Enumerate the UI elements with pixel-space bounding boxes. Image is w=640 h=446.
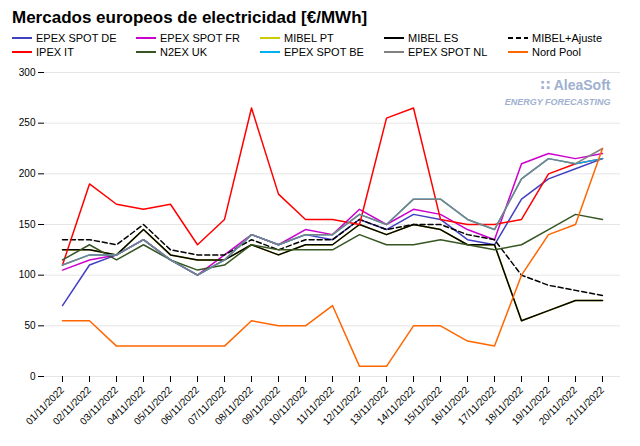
svg-text:11/11/2022: 11/11/2022	[294, 384, 337, 427]
html-text:Mercados europeos de electrici: Mercados europeos de electricidad [€/MWh…	[12, 8, 368, 27]
svg-text:04/11/2022: 04/11/2022	[104, 384, 148, 427]
svg-text:250: 250	[19, 117, 36, 128]
svg-text:150: 150	[19, 219, 36, 230]
html-text:MIBEL+Ajuste: MIBEL+Ajuste	[532, 32, 602, 44]
html-text:EPEX SPOT FR: EPEX SPOT FR	[160, 32, 240, 44]
svg-text:02/11/2022: 02/11/2022	[50, 384, 94, 427]
svg-text:07/11/2022: 07/11/2022	[185, 384, 229, 427]
html-text:MIBEL ES: MIBEL ES	[408, 32, 459, 44]
svg-text:50: 50	[24, 320, 36, 331]
svg-text:17/11/2022: 17/11/2022	[455, 384, 499, 427]
svg-text:15/11/2022: 15/11/2022	[401, 384, 445, 427]
svg-text:21/11/2022: 21/11/2022	[564, 384, 607, 427]
svg-text:10/11/2022: 10/11/2022	[266, 384, 310, 427]
svg-text:14/11/2022: 14/11/2022	[374, 384, 418, 427]
svg-text:0: 0	[30, 371, 36, 382]
html-text:EPEX SPOT NL: EPEX SPOT NL	[408, 46, 488, 58]
html-text:EPEX SPOT BE: EPEX SPOT BE	[284, 46, 364, 58]
html-text:EPEX SPOT DE: EPEX SPOT DE	[36, 32, 117, 44]
svg-text:100: 100	[19, 269, 36, 280]
svg-text:09/11/2022: 09/11/2022	[239, 384, 283, 427]
svg-text:13/11/2022: 13/11/2022	[347, 384, 391, 427]
svg-text:06/11/2022: 06/11/2022	[158, 384, 202, 427]
svg-text:200: 200	[19, 168, 36, 179]
svg-text:20/11/2022: 20/11/2022	[536, 384, 580, 427]
svg-text:03/11/2022: 03/11/2022	[77, 384, 121, 427]
html-text:Nord Pool: Nord Pool	[532, 46, 581, 58]
svg-text:∷ AleaSoft: ∷ AleaSoft	[541, 77, 611, 93]
svg-text:18/11/2022: 18/11/2022	[482, 384, 526, 427]
svg-text:12/11/2022: 12/11/2022	[320, 384, 364, 427]
svg-text:08/11/2022: 08/11/2022	[212, 384, 256, 427]
svg-text:ENERGY FORECASTING: ENERGY FORECASTING	[505, 97, 611, 107]
svg-text:19/11/2022: 19/11/2022	[509, 384, 553, 427]
html-text:IPEX IT: IPEX IT	[36, 46, 74, 58]
html-text:MIBEL PT: MIBEL PT	[284, 32, 334, 44]
svg-text:05/11/2022: 05/11/2022	[131, 384, 175, 427]
svg-text:01/11/2022: 01/11/2022	[23, 384, 67, 427]
svg-text:16/11/2022: 16/11/2022	[428, 384, 472, 427]
html-text:N2EX UK: N2EX UK	[160, 46, 208, 58]
svg-text:300: 300	[19, 67, 36, 78]
